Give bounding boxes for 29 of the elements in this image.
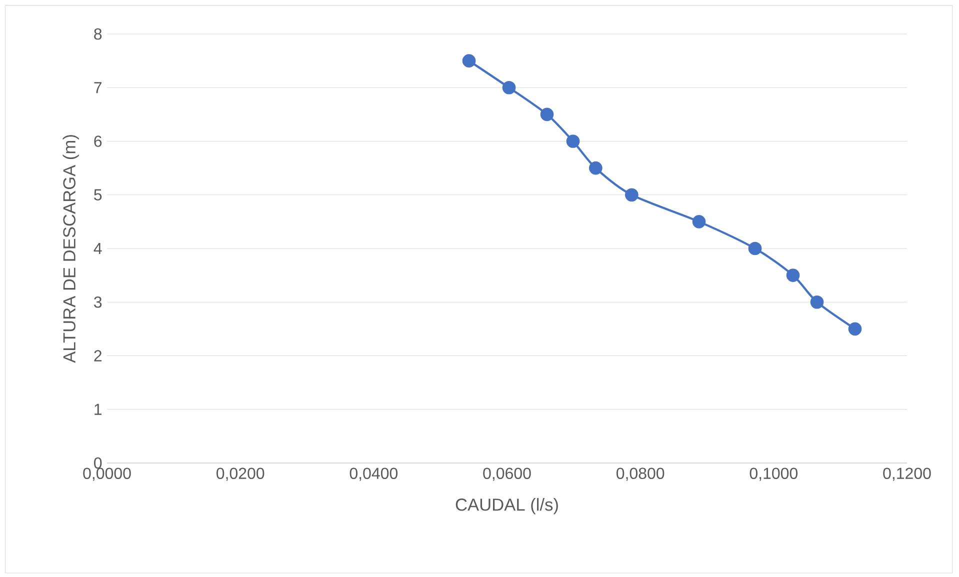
point [848,322,862,336]
x-tick-label: 0,0000 [83,468,131,481]
point [540,108,554,122]
point [625,188,638,202]
y-tick-label: 5 [94,189,102,200]
point [748,242,762,256]
y-tick-label: 8 [94,28,102,40]
x-tick-label: 0,0400 [350,468,398,481]
point [810,295,824,309]
x-tick-label: 0,1200 [883,468,931,481]
y-tick-label: 1 [94,404,102,415]
point [502,80,516,94]
y-tick-label: 0 [94,457,102,469]
y-tick-label: 2 [94,350,102,362]
y-tick-label: 4 [94,243,102,254]
point [589,161,602,175]
y-axis-title: ALTURA DE DESCARGA (m) [62,135,79,363]
point [462,54,476,68]
x-tick-label: 0,0800 [616,468,664,481]
point [566,134,580,148]
point [692,215,706,228]
y-tick-label: 6 [94,136,102,147]
x-axis-title: CAUDAL (l/s) [456,498,558,514]
point [786,268,800,282]
x-tick-label: 0,0200 [216,468,264,481]
x-tick-label: 0,1000 [750,468,798,481]
y-tick-label: 3 [94,296,102,308]
x-tick-label: 0,0600 [483,468,531,481]
y-tick-label: 7 [94,82,102,94]
